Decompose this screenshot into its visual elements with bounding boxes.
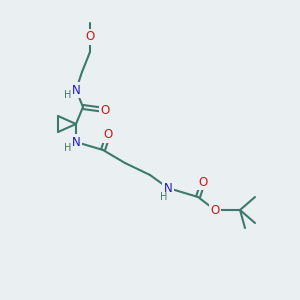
Text: O: O [210,203,220,217]
Text: O: O [103,128,112,142]
Text: O: O [100,103,109,116]
Text: O: O [198,176,208,188]
Text: H: H [64,143,72,153]
Text: O: O [85,31,94,44]
Text: N: N [164,182,172,194]
Text: N: N [72,83,80,97]
Text: H: H [64,90,72,100]
Text: H: H [160,192,168,202]
Text: N: N [72,136,80,148]
